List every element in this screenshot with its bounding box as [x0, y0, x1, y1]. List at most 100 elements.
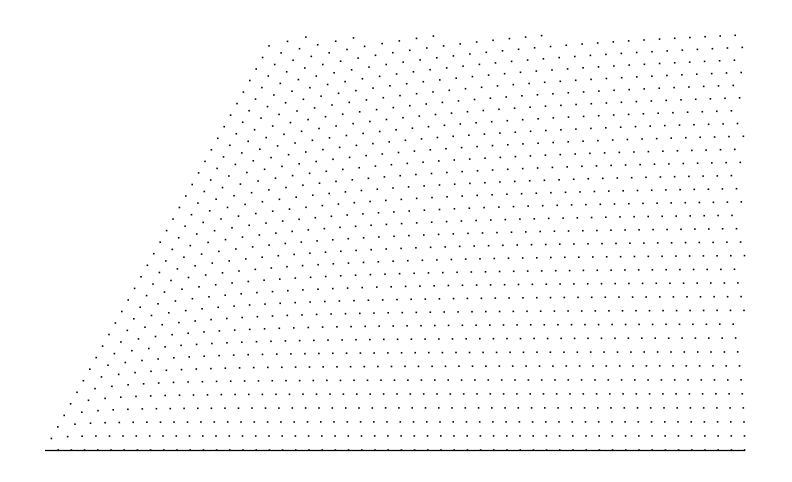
- dot: [328, 52, 330, 54]
- dot: [242, 91, 245, 93]
- dot: [598, 449, 601, 451]
- dot: [453, 208, 456, 210]
- dot: [493, 449, 495, 451]
- dot: [304, 67, 306, 69]
- dot: [529, 106, 531, 108]
- dot: [404, 139, 407, 142]
- dot: [127, 299, 129, 301]
- dot: [558, 56, 560, 59]
- dot: [202, 449, 205, 451]
- dot: [241, 435, 244, 437]
- dot: [633, 255, 636, 258]
- dot: [293, 253, 295, 256]
- dot: [742, 135, 745, 138]
- dot: [616, 177, 619, 179]
- dot: [173, 421, 175, 423]
- dot: [392, 187, 394, 189]
- dot: [651, 50, 653, 53]
- dot: [139, 306, 141, 308]
- dot: [409, 104, 411, 107]
- dot: [284, 102, 287, 104]
- dot: [457, 311, 459, 313]
- dot: [642, 113, 645, 115]
- dot: [575, 128, 577, 130]
- dot: [673, 86, 675, 89]
- dot: [587, 178, 590, 180]
- dot: [718, 60, 721, 62]
- dot: [598, 90, 600, 92]
- dot: [459, 43, 461, 45]
- dot: [624, 435, 627, 437]
- dot: [539, 230, 541, 233]
- dot: [423, 185, 425, 187]
- dot: [444, 246, 446, 248]
- dot: [271, 290, 274, 293]
- dot: [722, 123, 724, 125]
- dot: [496, 231, 498, 234]
- dot: [249, 79, 251, 82]
- dot: [673, 175, 676, 178]
- dot: [688, 255, 691, 257]
- dot: [201, 308, 203, 310]
- dot: [643, 351, 645, 353]
- dot: [350, 69, 353, 71]
- dot: [300, 130, 303, 133]
- dot: [376, 286, 378, 288]
- dot: [400, 222, 403, 225]
- dot: [710, 282, 712, 284]
- dot: [405, 82, 408, 85]
- dot: [628, 88, 630, 91]
- dot: [506, 337, 508, 340]
- dot: [639, 163, 641, 166]
- dot: [430, 221, 433, 223]
- dot: [675, 309, 678, 312]
- dot: [466, 110, 469, 113]
- dot: [569, 393, 571, 395]
- dot: [332, 287, 334, 290]
- dot: [600, 337, 603, 340]
- dot: [522, 143, 524, 145]
- dot: [693, 123, 695, 126]
- dot: [192, 394, 195, 396]
- dot: [264, 407, 267, 409]
- dot: [196, 233, 198, 235]
- dot: [325, 170, 328, 173]
- dot: [372, 142, 374, 145]
- dot: [338, 146, 341, 149]
- dot: [361, 78, 364, 80]
- dot: [519, 449, 521, 451]
- dot: [329, 393, 331, 395]
- dot: [621, 310, 624, 312]
- dot: [693, 188, 696, 191]
- dot: [415, 311, 418, 314]
- dot: [184, 309, 187, 312]
- dot: [690, 421, 692, 423]
- dot: [709, 98, 712, 100]
- dot: [608, 190, 610, 192]
- dot: [736, 122, 739, 125]
- dot: [302, 393, 304, 395]
- dot: [197, 172, 200, 174]
- dot: [378, 325, 380, 327]
- dot: [451, 338, 454, 340]
- dot: [590, 216, 593, 219]
- dot: [309, 276, 312, 279]
- dot: [261, 256, 263, 258]
- dot: [482, 109, 485, 112]
- dot: [188, 356, 190, 358]
- dot: [485, 310, 487, 313]
- dot: [261, 393, 264, 396]
- dot: [108, 435, 111, 437]
- dot: [699, 296, 702, 298]
- dot: [595, 165, 598, 167]
- dot: [363, 365, 366, 368]
- dot: [464, 407, 467, 409]
- dot: [411, 127, 414, 129]
- dot: [471, 365, 474, 367]
- dot: [369, 338, 371, 341]
- dot: [402, 116, 404, 119]
- dot: [178, 206, 181, 209]
- dot: [200, 253, 203, 255]
- dot: [676, 407, 678, 409]
